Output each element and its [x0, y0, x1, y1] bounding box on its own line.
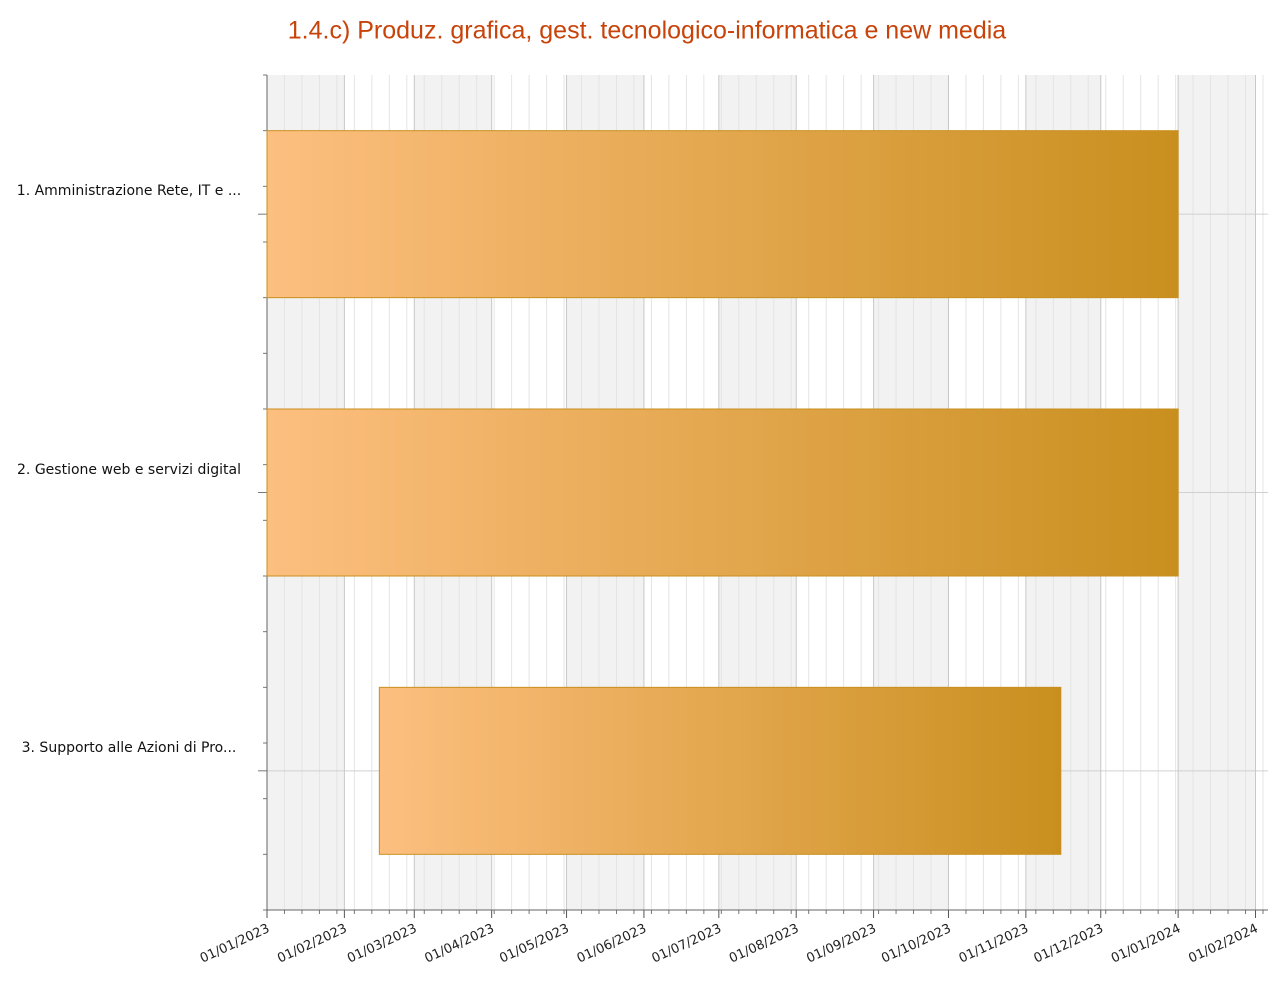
x-tick-label: 01/01/2023: [198, 921, 272, 966]
x-tick-label: 01/07/2023: [650, 921, 724, 966]
bar: [266, 130, 1179, 299]
chart-title: 1.4.c) Produz. grafica, gest. tecnologic…: [288, 17, 1007, 45]
x-tick-label: 01/10/2023: [879, 921, 953, 966]
x-tick-label: 01/09/2023: [804, 921, 878, 966]
x-tick-label: 01/11/2023: [957, 921, 1031, 966]
x-tick-label: 01/12/2023: [1032, 921, 1106, 966]
x-tick-label: 01/03/2023: [345, 921, 419, 966]
x-tick-label: 01/02/2023: [275, 921, 349, 966]
x-tick-label: 01/08/2023: [727, 921, 801, 966]
x-tick-label: 01/05/2023: [497, 921, 571, 966]
x-tick-label: 01/06/2023: [575, 921, 649, 966]
bar: [378, 686, 1062, 855]
x-tick-label: 01/02/2024: [1186, 921, 1260, 966]
bar: [266, 408, 1179, 577]
y-tick-label: 1. Amministrazione Rete, IT e ...: [16, 183, 242, 200]
x-tick-label: 01/01/2024: [1109, 921, 1183, 966]
y-tick-label: 2. Gestione web e servizi digital: [17, 461, 241, 478]
y-tick-label: 3. Supporto alle Azioni di Pro...: [21, 739, 237, 756]
x-tick-label: 01/04/2023: [422, 921, 496, 966]
